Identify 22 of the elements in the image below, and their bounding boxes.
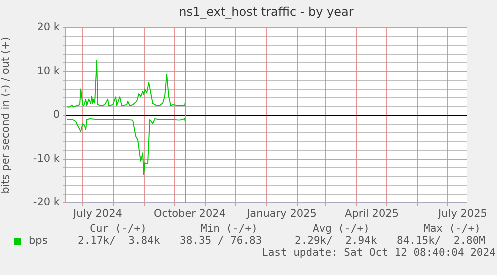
y-tick-label: -20 k [33, 196, 61, 209]
text: Avg (-/+) [313, 223, 370, 235]
text: 38.35 / 76.83 [180, 235, 262, 247]
y-tick-label: 20 k [37, 22, 61, 34]
text: 2.29k/ 2.94k [295, 235, 378, 247]
chart-title: ns1_ext_host traffic - by year [179, 5, 354, 20]
legend-label: bps [29, 235, 48, 247]
text: 2.17k/ 3.84k [78, 235, 160, 247]
y-tick-label: 0 [53, 109, 60, 122]
text: 84.15k/ 2.80M [397, 235, 486, 247]
x-tick-label: April 2025 [344, 208, 400, 220]
x-tick-label: July 2024 [72, 208, 123, 220]
y-tick-label: 10 k [37, 65, 61, 78]
y-tick-label: -10 k [33, 152, 61, 165]
text: Last update: Sat Oct 12 08:40:04 2024 [262, 247, 496, 259]
text: Min (-/+) [201, 223, 258, 235]
x-tick-label: January 2025 [246, 208, 317, 220]
text: Max (-/+) [424, 223, 481, 235]
y-axis-title: bits per second in (-) / out (+) [0, 37, 12, 194]
text: Cur (-/+) [90, 223, 147, 235]
x-tick-label: July 2025 [438, 208, 488, 220]
x-tick-label: October 2024 [154, 208, 226, 220]
